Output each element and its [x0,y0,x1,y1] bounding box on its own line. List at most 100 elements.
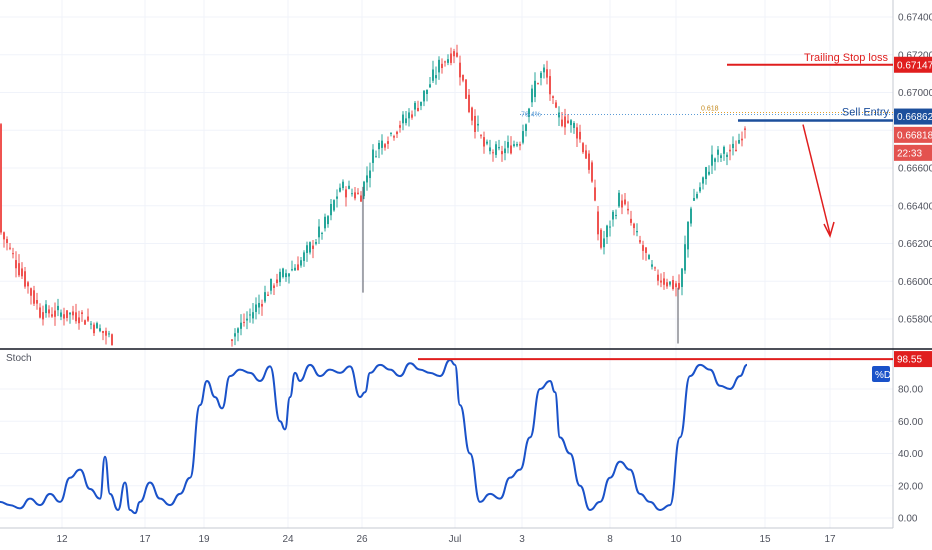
time-tick-label: 19 [198,534,210,545]
candle-body [270,278,272,291]
candle-body [63,314,65,319]
candle-body [552,96,554,98]
candle-body [336,196,338,199]
candle-body [573,123,575,128]
candle-body [678,283,680,289]
candle-body [660,280,662,283]
candle-body [351,193,353,195]
candle-body [723,146,725,154]
candle-body [276,279,278,284]
candle-body [519,144,521,146]
candle-body [594,187,596,201]
candle-body [684,244,686,271]
candle-body [504,148,506,154]
candle-body [108,333,110,335]
candle-body [522,131,524,143]
candle-body [501,151,503,155]
candle-body [687,221,689,250]
candle-body [492,152,494,154]
entry-price-tag-text: 0.66862 [897,112,932,123]
trailing-stop-label: Trailing Stop loss [804,52,888,64]
candle-body [651,264,653,267]
candle-body [267,294,269,296]
candle-body [393,136,395,138]
candle-body [315,242,317,244]
candle-body [726,154,728,157]
candle-body [705,167,707,180]
candle-body [582,143,584,153]
stochastic-panel: Stoch [0,353,893,515]
grid-lines [0,0,893,528]
candle-body [525,124,527,131]
candle-body [423,90,425,102]
candle-body [30,288,32,296]
candle-body [246,318,248,321]
current-price-tag [894,126,932,143]
candle-body [462,74,464,81]
candle-body [612,211,614,220]
indicator-tick-label: 60.00 [898,417,923,428]
candle-body [72,311,74,316]
candle-body [477,123,479,126]
candle-body [546,69,548,78]
candle-body [384,144,386,148]
candle-body [348,185,350,189]
candle-body [0,124,2,233]
candle-body [387,141,389,144]
candle-body [453,51,455,57]
candle-body [621,200,623,208]
candle-body [324,216,326,229]
candle-body [105,330,107,336]
time-tick-label: 15 [759,534,771,545]
fib-level-label: 0.618 [701,106,719,113]
candle-body [75,312,77,322]
candle-body [9,247,11,249]
candle-body [102,330,104,333]
candle-body [636,230,638,233]
candle-body [426,89,428,95]
candle-body [342,181,344,189]
candle-body [540,72,542,78]
candle-body [567,120,569,123]
candle-body [516,144,518,146]
candle-body [702,177,704,184]
candle-body [300,260,302,266]
candle-body [297,264,299,271]
candle-body [654,267,656,269]
stop-price-tag-text: 0.67147 [897,60,932,71]
candle-body [285,273,287,278]
candle-body [291,269,293,271]
candle-body [42,312,44,320]
candle-body [483,137,485,147]
candle-body [741,138,743,141]
candle-body [471,107,473,121]
candle-body [6,239,8,243]
candle-body [513,144,515,147]
candle-body [243,321,245,323]
candle-body [279,271,281,283]
candle-body [39,307,41,318]
level-tag [894,351,932,368]
level-tag-text: 98.55 [897,355,922,366]
candle-body [396,131,398,135]
candle-body [261,303,263,307]
price-tick-label: 0.67200 [898,50,932,61]
time-tick-label: 12 [56,534,68,545]
price-tick-label: 0.65800 [898,315,932,326]
candle-body [474,115,476,132]
candle-body [618,192,620,207]
indicator-title: Stoch [6,353,32,364]
candle-body [318,226,320,238]
trade-annotations: Trailing Stop loss 0.618 76.4% Sell Entry [520,52,893,239]
candle-body [441,63,443,69]
candles [0,44,746,347]
candle-body [15,260,17,269]
price-tick-label: 0.66200 [898,239,932,250]
candle-body [255,304,257,312]
time-tick-label: 3 [519,534,525,545]
candle-body [411,114,413,118]
stoch-d-line [0,358,748,515]
sell-entry-label: Sell Entry [842,107,890,119]
candle-body [630,218,632,223]
